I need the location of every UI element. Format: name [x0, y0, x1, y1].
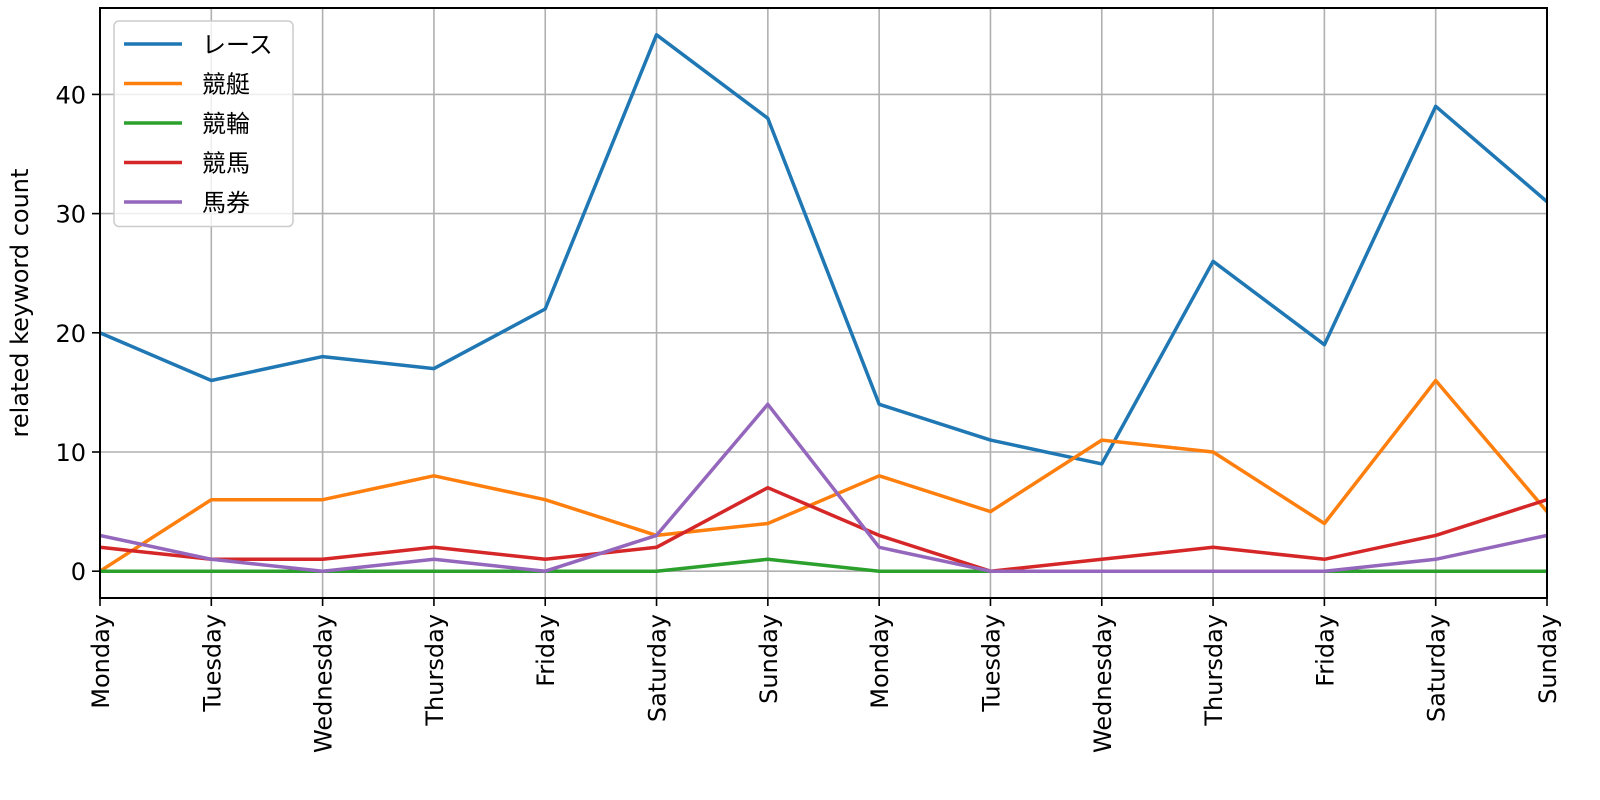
x-axis: Monday Tuesday Wednesday Thursday Friday Satu… — [87, 598, 1562, 753]
series-line — [100, 402, 1547, 573]
x-tick-label: Thursday — [1200, 614, 1228, 727]
plot-frame — [99, 7, 1548, 599]
x-tick-label: Tuesday — [977, 614, 1005, 713]
x-tick-label: Saturday — [644, 614, 672, 722]
series-line — [100, 378, 1547, 574]
y-axis: 0 10 20 30 40 — [55, 81, 100, 586]
legend-label: 馬券 — [202, 189, 250, 217]
legend-box — [113, 20, 294, 228]
x-tick-label: Wednesday — [310, 614, 338, 753]
x-tick-label: Monday — [87, 614, 115, 709]
x-tick-label: Sunday — [755, 614, 783, 704]
x-tick-label: Friday — [532, 614, 560, 687]
series-line — [100, 485, 1547, 573]
x-tick-label: Tuesday — [198, 614, 226, 713]
series-line — [100, 33, 1547, 466]
y-tick-label: 10 — [55, 439, 86, 467]
legend-label: 競艇 — [202, 71, 250, 99]
y-tick-label: 30 — [55, 201, 86, 229]
y-tick-label: 40 — [55, 81, 86, 109]
legend-label: レース — [202, 31, 273, 59]
y-tick-label: 0 — [71, 558, 86, 586]
y-axis-title: related keyword count — [6, 169, 34, 438]
legend-label: 競馬 — [202, 150, 250, 178]
y-tick-label: 20 — [55, 320, 86, 348]
x-tick-label: Monday — [866, 614, 894, 709]
x-tick-label: Wednesday — [1089, 614, 1117, 753]
x-tick-label: Sunday — [1534, 614, 1562, 704]
legend-label: 競輪 — [202, 110, 250, 138]
x-tick-label: Saturday — [1423, 614, 1451, 722]
series-lines — [100, 33, 1547, 574]
x-tick-label: Thursday — [421, 614, 449, 727]
grid — [99, 8, 1548, 598]
x-tick-label: Friday — [1311, 614, 1339, 687]
